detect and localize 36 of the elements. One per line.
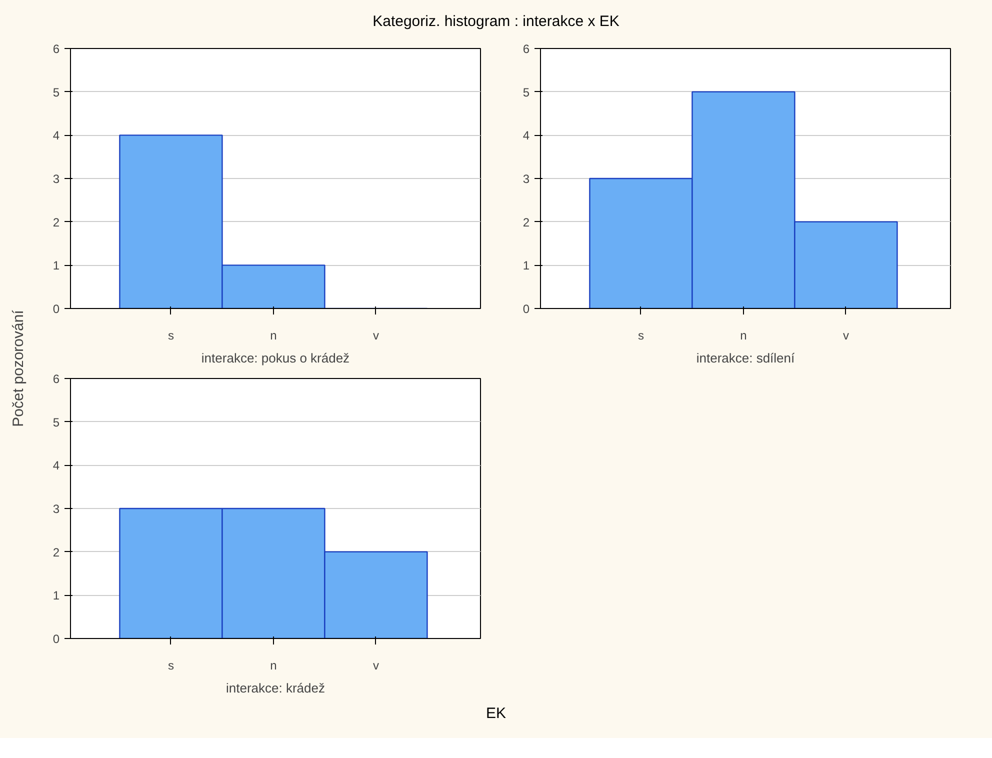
y-tick-label: 2: [52, 215, 60, 230]
x-axis-title: interakce: sdílení: [696, 350, 796, 366]
x-axis-title: interakce: pokus o krádež: [201, 350, 350, 366]
y-tick-label: 4: [52, 458, 60, 473]
x-tick-label: v: [842, 328, 849, 342]
chart-title: Kategoriz. histogram : interakce x EK: [372, 12, 620, 32]
y-tick-label: 2: [522, 215, 530, 230]
y-tick-label: 6: [522, 42, 530, 56]
y-tick-label: 4: [522, 128, 530, 143]
y-tick-label: 3: [522, 172, 530, 186]
x-tick-label: n: [270, 658, 277, 672]
y-tick-label: 6: [52, 372, 60, 386]
x-axis-title: interakce: krádež: [226, 680, 326, 696]
y-tick-label: 5: [52, 85, 60, 100]
y-tick-label: 3: [52, 502, 60, 516]
y-tick-label: 1: [52, 588, 60, 603]
y-tick-label: 1: [52, 258, 60, 273]
y-tick-label: 1: [522, 258, 530, 273]
x-tick-label: v: [372, 658, 379, 672]
y-tick-label: 0: [52, 632, 60, 646]
y-tick-label: 6: [52, 42, 60, 56]
x-tick-label: s: [168, 328, 174, 342]
y-tick-label: 2: [52, 545, 60, 560]
y-axis-title: Počet pozorování: [10, 309, 27, 427]
y-tick-label: 5: [52, 415, 60, 430]
y-tick-label: 3: [52, 172, 60, 186]
y-tick-label: 5: [522, 85, 530, 100]
x-tick-label: s: [168, 658, 174, 672]
x-tick-label: n: [270, 328, 277, 342]
text: EK: [486, 704, 506, 724]
y-tick-label: 0: [522, 302, 530, 316]
x-tick-label: s: [638, 328, 644, 342]
x-tick-label: v: [372, 328, 379, 342]
y-tick-label: 0: [52, 302, 60, 316]
x-tick-label: n: [740, 328, 747, 342]
y-tick-label: 4: [52, 128, 60, 143]
